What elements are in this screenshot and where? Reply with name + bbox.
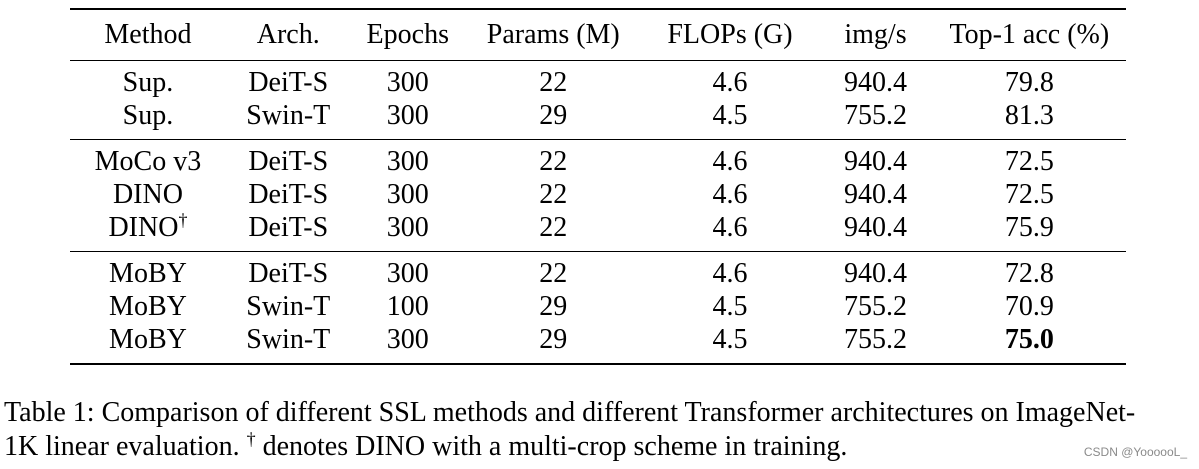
cell-flops: 4.6 bbox=[712, 258, 748, 290]
cell-method: DINO† bbox=[70, 210, 226, 252]
cell-img-s: 940.4 bbox=[843, 212, 907, 244]
caption-line-2-suffix: denotes DINO with a multi-crop scheme in… bbox=[255, 431, 848, 462]
cell-img-s: 940.4 bbox=[843, 67, 907, 99]
cell-method: MoBY bbox=[109, 291, 187, 323]
table-row: DINO† DeiT-S 300 22 4.6 940.4 75.9 bbox=[70, 210, 1126, 252]
header-row: Method Arch. Epochs Params (M) FLOPs (G)… bbox=[70, 9, 1126, 61]
cell-img-s: 940.4 bbox=[843, 146, 907, 178]
caption-line-1: Table 1: Comparison of different SSL met… bbox=[4, 397, 1136, 428]
cell-epochs: 300 bbox=[386, 179, 429, 211]
cell-acc: 72.5 bbox=[1004, 179, 1054, 211]
cell-flops: 4.6 bbox=[712, 146, 748, 178]
cell-arch: Swin-T bbox=[246, 100, 331, 132]
cell-img-s: 755.2 bbox=[843, 291, 907, 323]
caption-dagger: † bbox=[246, 429, 256, 449]
watermark: CSDN @YoooooL_ bbox=[1083, 445, 1187, 459]
cell-params: 22 bbox=[539, 258, 568, 290]
cell-img-s: 755.2 bbox=[843, 324, 907, 356]
cell-acc: 70.9 bbox=[1004, 291, 1054, 323]
table-group-ssl-baselines: MoCo v3 DeiT-S 300 22 4.6 940.4 72.5 DIN… bbox=[70, 140, 1126, 252]
header-params: Params (M) bbox=[486, 18, 620, 50]
caption-line-2: 1K linear evaluation. † denotes DINO wit… bbox=[4, 430, 1196, 464]
cell-epochs: 100 bbox=[386, 291, 429, 323]
cell-acc-best: 75.0 bbox=[1004, 324, 1054, 356]
table-row: MoBY DeiT-S 300 22 4.6 940.4 72.8 bbox=[70, 252, 1126, 292]
caption-line-2-prefix: 1K linear evaluation. bbox=[4, 431, 247, 462]
cell-epochs: 300 bbox=[386, 212, 429, 244]
cell-params: 22 bbox=[539, 67, 568, 99]
cell-flops: 4.6 bbox=[712, 67, 748, 99]
cell-params: 29 bbox=[539, 100, 568, 132]
table-header: Method Arch. Epochs Params (M) FLOPs (G)… bbox=[70, 9, 1126, 61]
cell-method: DINO bbox=[112, 179, 183, 211]
cell-method: MoBY bbox=[109, 324, 187, 356]
cell-method: Sup. bbox=[122, 100, 174, 132]
cell-arch: Swin-T bbox=[246, 324, 331, 356]
header-method: Method bbox=[104, 18, 192, 50]
dagger-mark: † bbox=[178, 210, 188, 231]
cell-acc: 72.5 bbox=[1004, 146, 1054, 178]
cell-acc: 81.3 bbox=[1004, 100, 1054, 132]
cell-params: 22 bbox=[539, 146, 568, 178]
results-table: Method Arch. Epochs Params (M) FLOPs (G)… bbox=[70, 8, 1126, 365]
cell-flops: 4.6 bbox=[712, 179, 748, 211]
cell-flops: 4.5 bbox=[712, 100, 748, 132]
table-row: MoBY Swin-T 100 29 4.5 755.2 70.9 bbox=[70, 291, 1126, 324]
table-row: Sup. Swin-T 300 29 4.5 755.2 81.3 bbox=[70, 100, 1126, 140]
cell-method: MoCo v3 bbox=[94, 146, 202, 178]
cell-params: 22 bbox=[539, 179, 568, 211]
cell-epochs: 300 bbox=[386, 100, 429, 132]
cell-epochs: 300 bbox=[386, 324, 429, 356]
table-row: DINO DeiT-S 300 22 4.6 940.4 72.5 bbox=[70, 179, 1126, 212]
cell-params: 22 bbox=[539, 212, 568, 244]
cell-arch: DeiT-S bbox=[248, 146, 329, 178]
table-group-supervised: Sup. DeiT-S 300 22 4.6 940.4 79.8 Sup. S… bbox=[70, 61, 1126, 140]
cell-acc: 79.8 bbox=[1004, 67, 1054, 99]
cell-flops: 4.5 bbox=[712, 324, 748, 356]
cell-arch: DeiT-S bbox=[248, 179, 329, 211]
method-name: DINO bbox=[108, 212, 179, 244]
table-row: Sup. DeiT-S 300 22 4.6 940.4 79.8 bbox=[70, 61, 1126, 101]
cell-flops: 4.6 bbox=[712, 212, 748, 244]
header-epochs: Epochs bbox=[366, 18, 449, 50]
table-caption: Table 1: Comparison of different SSL met… bbox=[4, 396, 1196, 464]
cell-img-s: 755.2 bbox=[843, 100, 907, 132]
cell-img-s: 940.4 bbox=[843, 179, 907, 211]
header-img-s: img/s bbox=[844, 18, 907, 50]
cell-epochs: 300 bbox=[386, 258, 429, 290]
results-table-container: Method Arch. Epochs Params (M) FLOPs (G)… bbox=[70, 8, 1126, 365]
cell-arch: Swin-T bbox=[246, 291, 331, 323]
header-top1-acc: Top-1 acc (%) bbox=[949, 18, 1110, 50]
table-row: MoCo v3 DeiT-S 300 22 4.6 940.4 72.5 bbox=[70, 140, 1126, 180]
cell-method: Sup. bbox=[122, 67, 174, 99]
cell-acc: 75.9 bbox=[1004, 212, 1054, 244]
cell-arch: DeiT-S bbox=[248, 67, 329, 99]
table-group-moby: MoBY DeiT-S 300 22 4.6 940.4 72.8 MoBY S… bbox=[70, 252, 1126, 364]
cell-epochs: 300 bbox=[386, 146, 429, 178]
cell-params: 29 bbox=[539, 291, 568, 323]
cell-epochs: 300 bbox=[386, 67, 429, 99]
cell-method: MoBY bbox=[109, 258, 187, 290]
header-arch: Arch. bbox=[256, 18, 320, 50]
cell-img-s: 940.4 bbox=[843, 258, 907, 290]
header-flops: FLOPs (G) bbox=[667, 18, 793, 50]
cell-arch: DeiT-S bbox=[248, 212, 329, 244]
cell-params: 29 bbox=[539, 324, 568, 356]
table-row: MoBY Swin-T 300 29 4.5 755.2 75.0 bbox=[70, 324, 1126, 364]
cell-flops: 4.5 bbox=[712, 291, 748, 323]
cell-arch: DeiT-S bbox=[248, 258, 329, 290]
cell-acc: 72.8 bbox=[1004, 258, 1054, 290]
